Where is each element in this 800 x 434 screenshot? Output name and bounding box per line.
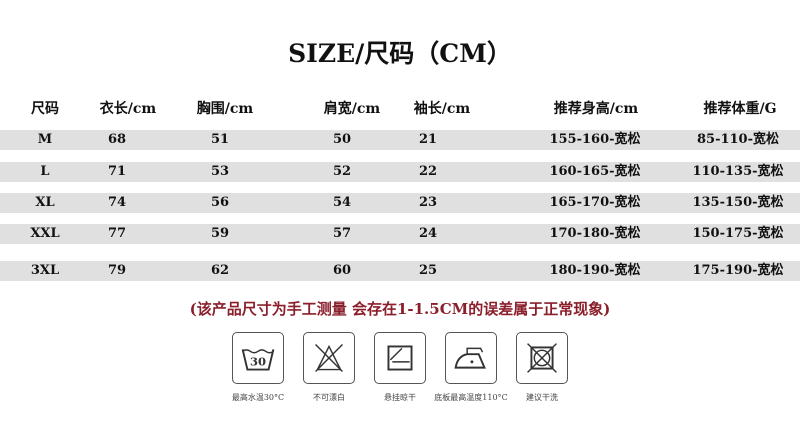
table-cell: 56	[210, 195, 230, 210]
table-cell: 79	[107, 263, 127, 278]
table-cell: 22	[418, 164, 438, 179]
table-cell: 60	[332, 263, 352, 278]
table-cell: 175-190-宽松	[692, 263, 784, 278]
column-header: 推荐身高/cm	[553, 101, 639, 117]
care-label: 建议干洗	[526, 393, 558, 402]
table-cell: 155-160-宽松	[549, 132, 641, 147]
measurement-note: (该产品尺寸为手工测量 会存在1-1.5CM的误差属于正常现象)	[189, 300, 611, 318]
care-label: 不可漂白	[313, 393, 345, 402]
table-row	[0, 162, 800, 182]
table-cell: 180-190-宽松	[549, 263, 641, 278]
page-title: SIZE/尺码（CM）	[288, 39, 512, 68]
no-bleach-icon	[303, 332, 355, 384]
column-header: 尺码	[31, 101, 59, 117]
table-cell: XL	[35, 195, 55, 210]
care-label: 底板最高温度110°C	[434, 393, 508, 402]
table-cell: 21	[418, 132, 438, 147]
table-row	[0, 193, 800, 213]
table-cell: 71	[107, 164, 127, 179]
table-cell: L	[40, 164, 50, 179]
table-cell: 51	[210, 132, 230, 147]
table-cell: 24	[418, 226, 438, 241]
wash-temp-text: 30	[250, 355, 266, 369]
table-cell: 50	[332, 132, 352, 147]
table-cell: 53	[210, 164, 230, 179]
column-header: 推荐体重/G	[703, 101, 777, 117]
table-cell: 165-170-宽松	[549, 195, 641, 210]
column-header: 胸围/cm	[196, 101, 254, 117]
table-cell: 57	[332, 226, 352, 241]
table-cell: 150-175-宽松	[692, 226, 784, 241]
table-cell: 160-165-宽松	[549, 164, 641, 179]
table-cell: 54	[332, 195, 352, 210]
table-cell: 68	[107, 132, 127, 147]
table-cell: XXL	[30, 226, 60, 241]
hang-dry-icon	[374, 332, 426, 384]
column-header: 衣长/cm	[99, 101, 157, 117]
table-cell: M	[37, 132, 53, 147]
table-cell: 3XL	[30, 263, 60, 278]
table-cell: 77	[107, 226, 127, 241]
iron-icon	[445, 332, 497, 384]
table-cell: 85-110-宽松	[696, 132, 780, 147]
wash-30-icon: 30	[232, 332, 284, 384]
table-cell: 135-150-宽松	[692, 195, 784, 210]
column-header: 肩宽/cm	[323, 101, 381, 117]
table-cell: 170-180-宽松	[549, 226, 641, 241]
care-label: 悬挂晾干	[384, 393, 416, 402]
table-cell: 25	[418, 263, 438, 278]
table-cell: 59	[210, 226, 230, 241]
column-header: 袖长/cm	[413, 101, 471, 117]
table-row	[0, 130, 800, 150]
table-cell: 62	[210, 263, 230, 278]
no-tumble-dry-icon	[516, 332, 568, 384]
care-label: 最高水温30°C	[231, 393, 285, 402]
table-cell: 23	[418, 195, 438, 210]
table-cell: 74	[107, 195, 127, 210]
table-cell: 52	[332, 164, 352, 179]
table-row	[0, 224, 800, 244]
table-cell: 110-135-宽松	[692, 164, 784, 179]
table-row	[0, 261, 800, 281]
